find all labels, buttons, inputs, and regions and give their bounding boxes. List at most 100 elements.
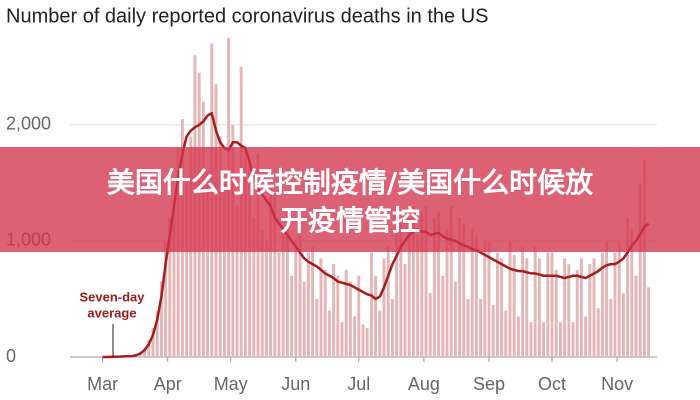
bar <box>449 206 453 357</box>
bar <box>441 275 445 357</box>
banner-text: 开疫情管控 <box>280 204 420 237</box>
bar <box>575 269 579 357</box>
bar <box>298 235 302 357</box>
banner-text: 美国什么时候控制疫情/美国什么时候放 <box>107 166 594 199</box>
bar <box>609 298 613 357</box>
bar <box>584 316 588 357</box>
bar <box>348 281 352 357</box>
bar <box>487 240 491 357</box>
bar <box>269 182 273 357</box>
bar <box>277 252 281 357</box>
bar <box>159 281 163 357</box>
x-tick-label: Jul <box>347 374 370 394</box>
bar <box>638 182 642 357</box>
bar <box>290 275 294 357</box>
bar <box>542 322 546 357</box>
bar <box>336 275 340 357</box>
bar <box>630 229 634 357</box>
bar <box>340 322 344 357</box>
bar <box>563 258 567 357</box>
bar <box>600 252 604 357</box>
bar <box>357 275 361 357</box>
bar <box>445 229 449 357</box>
bar <box>407 217 411 357</box>
bar <box>281 229 285 357</box>
bar <box>332 264 336 357</box>
bar <box>596 308 600 357</box>
bar <box>634 275 638 357</box>
bar <box>411 206 415 357</box>
bar <box>592 258 596 357</box>
bar <box>626 217 630 357</box>
bar <box>147 339 151 357</box>
bar <box>521 246 525 357</box>
bar <box>546 252 550 357</box>
x-tick-label: Oct <box>538 374 566 394</box>
bar <box>361 324 365 357</box>
x-tick-label: May <box>214 374 248 394</box>
bar <box>458 217 462 357</box>
bar <box>437 211 441 357</box>
bar <box>621 293 625 357</box>
bar <box>386 246 390 357</box>
bar <box>605 240 609 357</box>
bar <box>222 182 226 357</box>
bar <box>369 252 373 357</box>
bar <box>378 310 382 357</box>
bar <box>642 159 646 357</box>
bar <box>533 246 537 357</box>
bar <box>172 200 176 357</box>
bar <box>516 316 520 357</box>
bar <box>479 298 483 357</box>
bar <box>302 281 306 357</box>
bar <box>567 264 571 357</box>
bar <box>256 153 260 357</box>
x-tick-label: Aug <box>408 374 440 394</box>
bar <box>344 269 348 357</box>
bar <box>647 287 651 357</box>
bar <box>491 304 495 357</box>
bar <box>613 252 617 357</box>
bar <box>382 258 386 357</box>
bar <box>260 229 264 357</box>
bar <box>617 240 621 357</box>
bar <box>453 281 457 357</box>
bar <box>495 252 499 357</box>
x-tick-label: Sep <box>473 374 505 394</box>
bar <box>294 240 298 357</box>
bar <box>151 327 155 357</box>
bar <box>315 298 319 357</box>
bar <box>550 252 554 357</box>
bar <box>571 322 575 357</box>
bar <box>424 206 428 357</box>
annotation: Seven-day <box>79 289 145 304</box>
bar <box>327 310 331 357</box>
x-tick-label: Jun <box>281 374 310 394</box>
x-tick-label: Nov <box>601 374 633 394</box>
bar <box>466 298 470 357</box>
bar <box>206 171 210 357</box>
bar <box>252 217 256 357</box>
bar <box>390 298 394 357</box>
bar <box>500 258 504 357</box>
bar <box>579 258 583 357</box>
banner <box>0 147 700 252</box>
bar <box>285 211 289 357</box>
line <box>102 112 650 359</box>
bar <box>529 322 533 357</box>
bar <box>462 223 466 357</box>
bar <box>168 217 172 357</box>
bar <box>588 264 592 357</box>
bar <box>319 258 323 357</box>
bar <box>185 182 189 357</box>
bar <box>365 327 369 357</box>
bar <box>470 229 474 357</box>
bar <box>395 229 399 357</box>
bar <box>243 148 247 357</box>
bar <box>311 246 315 357</box>
bar <box>176 148 180 357</box>
bar <box>143 347 147 357</box>
bar <box>512 254 516 357</box>
bar <box>537 258 541 357</box>
